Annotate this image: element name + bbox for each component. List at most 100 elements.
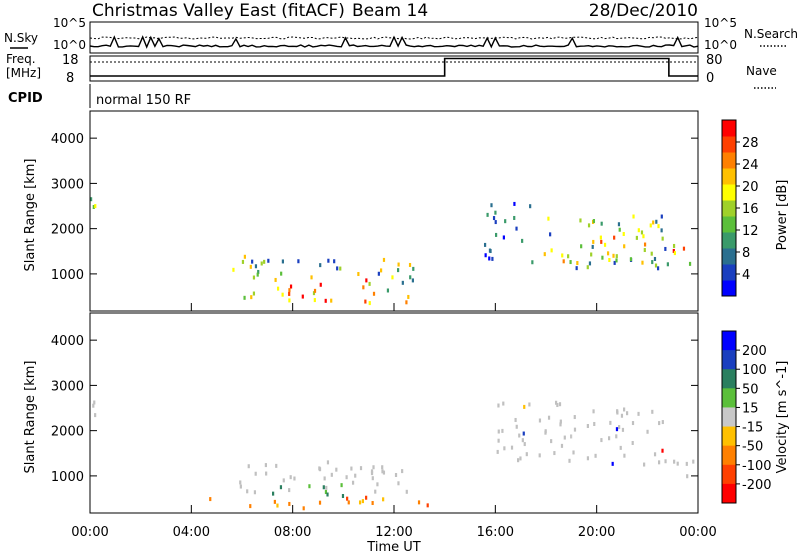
range-cell: [382, 470, 386, 475]
range-cell: [619, 445, 622, 450]
freq-label-line1: Freq.: [6, 52, 36, 66]
range-cell: [660, 228, 663, 233]
freq-tick-top: 18: [62, 53, 79, 68]
range-cell: [368, 281, 371, 286]
range-cell: [374, 489, 377, 494]
range-cell: [336, 266, 339, 271]
range-cell: [251, 259, 254, 264]
range-cell: [655, 219, 658, 224]
velocity-colorbar-tick-label: -15: [742, 421, 763, 436]
y-tick-label: 2000: [51, 425, 84, 440]
range-cell: [397, 481, 400, 486]
range-cell: [579, 218, 582, 223]
range-cell: [497, 403, 500, 408]
range-cell: [288, 288, 291, 293]
range-cell: [562, 259, 565, 264]
range-cell: [621, 427, 625, 432]
range-cell: [351, 480, 355, 485]
range-cell: [521, 438, 524, 443]
range-cell: [523, 404, 526, 409]
range-cell: [576, 261, 579, 266]
range-cell: [288, 298, 291, 303]
range-cell: [600, 438, 603, 443]
range-cell: [288, 291, 291, 296]
range-cell: [558, 402, 562, 407]
range-cell: [408, 262, 412, 267]
range-cell: [256, 272, 259, 277]
range-cell: [386, 288, 390, 293]
range-cell: [302, 506, 305, 511]
power-colorbar-cell: [722, 200, 736, 217]
range-cell: [544, 429, 547, 434]
range-cell: [649, 223, 652, 228]
range-cell: [599, 235, 602, 240]
range-cell: [263, 259, 266, 264]
y-tick-label: 3000: [51, 177, 84, 192]
freq-label-line2: [MHz]: [6, 66, 41, 80]
x-tick-label: 08:00: [274, 525, 311, 540]
range-cell: [297, 259, 300, 264]
range-cell: [594, 453, 597, 458]
range-cell: [247, 464, 250, 469]
range-cell: [371, 476, 374, 481]
range-cell: [94, 204, 97, 209]
velocity-colorbar-cell: [722, 483, 736, 504]
range-cell: [394, 472, 398, 477]
noise-right-tick-top: 10^5: [704, 16, 737, 30]
range-cell: [586, 456, 590, 461]
range-cell: [593, 421, 596, 426]
velocity-colorbar-cell: [722, 331, 736, 351]
range-cell: [651, 260, 654, 265]
power-colorbar-tick-label: 24: [742, 158, 759, 173]
range-cell: [93, 400, 96, 405]
range-cell: [391, 275, 394, 280]
range-cell: [249, 504, 252, 509]
range-cell: [692, 459, 695, 464]
y-tick-label: 2000: [51, 223, 84, 238]
range-cell: [635, 235, 638, 240]
range-cell: [494, 210, 497, 215]
range-cell: [280, 271, 283, 276]
cpid-panel: CPID normal 150 RF: [8, 84, 191, 108]
range-cell: [301, 294, 304, 299]
range-cell: [613, 260, 616, 265]
power-scatter-data: [90, 197, 692, 306]
range-cell: [592, 409, 595, 414]
nave-label: Nave: [746, 64, 777, 78]
range-cell: [492, 216, 496, 221]
time-axis: 00:00 04:00 08:00 12:00 16:00 20:00 00:00: [71, 303, 717, 540]
range-cell: [591, 244, 594, 249]
range-cell: [513, 201, 516, 206]
range-cell: [260, 261, 263, 266]
range-cell: [322, 485, 325, 490]
range-cell: [513, 215, 516, 220]
power-colorbar-cell: [722, 168, 736, 185]
range-cell: [340, 483, 343, 488]
range-cell: [293, 476, 296, 481]
beam-label: Beam 14: [352, 1, 428, 21]
range-cell: [272, 491, 275, 496]
range-cell: [563, 435, 566, 440]
velocity-colorbar-label: Velocity [m s^-1]: [775, 361, 790, 474]
range-cell: [666, 262, 669, 267]
range-cell: [324, 298, 327, 303]
range-cell: [288, 501, 291, 506]
range-cell: [497, 429, 500, 434]
power-y-axis-label: Slant Range [km]: [23, 159, 38, 272]
range-cell: [503, 446, 506, 451]
range-cell: [382, 257, 386, 262]
range-cell: [382, 497, 385, 502]
range-cell: [615, 254, 618, 259]
power-colorbar-cell: [722, 184, 736, 201]
range-cell: [313, 298, 316, 303]
range-cell: [313, 288, 317, 293]
velocity-colorbar-cell: [722, 350, 736, 370]
noise-sky-label: N.Sky: [4, 31, 38, 45]
velocity-colorbar-tick-label: -50: [742, 440, 763, 455]
range-cell: [521, 238, 524, 243]
range-cell: [330, 298, 333, 303]
range-cell: [358, 500, 362, 505]
range-cell: [354, 473, 357, 478]
range-cell: [371, 501, 374, 506]
range-cell: [657, 224, 660, 229]
